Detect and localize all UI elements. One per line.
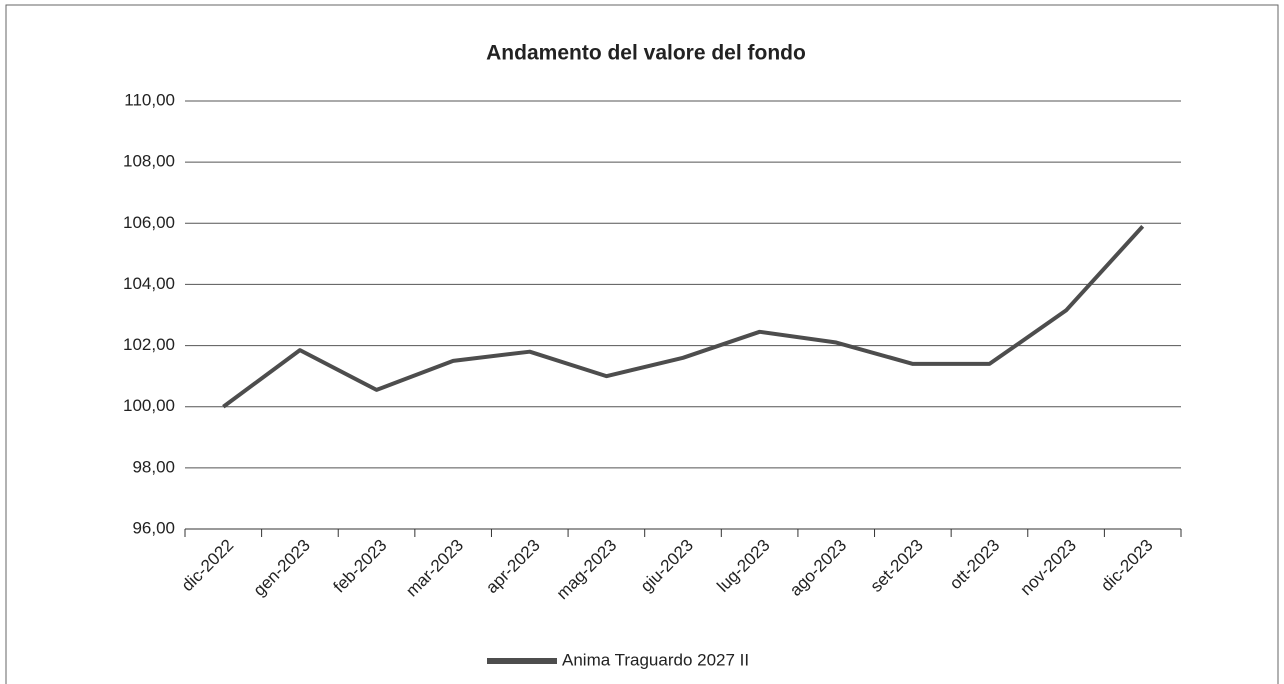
x-tick-label: lug-2023 (713, 536, 773, 596)
x-tick-label: giu-2023 (637, 536, 697, 596)
x-tick-label: ott-2023 (946, 536, 1004, 594)
y-tick-label: 102,00 (123, 335, 175, 354)
x-tick-label: set-2023 (867, 536, 927, 596)
x-tick-label: ago-2023 (786, 536, 850, 600)
chart-frame (5, 4, 1279, 684)
x-tick-label: feb-2023 (330, 536, 391, 597)
chart-title: Andamento del valore del fondo (486, 42, 806, 65)
x-tick-label: dic-2023 (1097, 536, 1157, 596)
x-tick-label: dic-2022 (178, 536, 238, 596)
x-tick-label: apr-2023 (482, 536, 544, 598)
x-tick-label: nov-2023 (1017, 536, 1081, 600)
y-tick-label: 96,00 (132, 518, 175, 537)
data-line (222, 224, 1145, 409)
x-tick-label: gen-2023 (250, 536, 314, 600)
x-tick-label: mar-2023 (402, 536, 467, 601)
y-tick-label: 104,00 (123, 274, 175, 293)
y-tick-label: 108,00 (123, 152, 175, 171)
y-tick-label: 98,00 (132, 457, 175, 476)
x-tick-label: mag-2023 (553, 536, 621, 604)
y-tick-label: 100,00 (123, 396, 175, 415)
legend-label: Anima Traguardo 2027 II (562, 650, 749, 669)
y-tick-label: 110,00 (124, 90, 175, 109)
y-tick-label: 106,00 (123, 213, 175, 232)
